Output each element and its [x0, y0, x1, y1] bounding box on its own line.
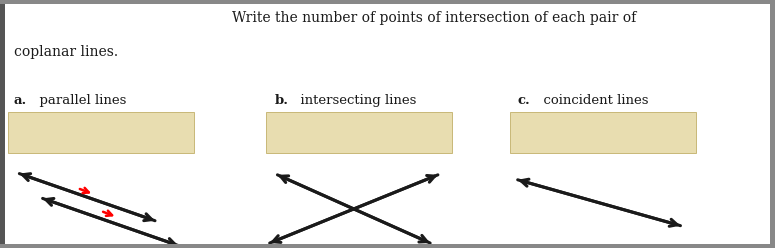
Bar	[770, 0, 775, 248]
Text: coplanar lines.: coplanar lines.	[14, 45, 118, 59]
Text: c.: c.	[518, 94, 530, 107]
Text: intersecting lines: intersecting lines	[292, 94, 416, 107]
Text: parallel lines: parallel lines	[31, 94, 126, 107]
Text: Write the number of points of intersection of each pair of: Write the number of points of intersecti…	[232, 11, 636, 25]
Bar	[0, 0, 5, 248]
Bar	[0, 244, 775, 248]
Bar	[266, 112, 452, 153]
Text: a.: a.	[14, 94, 27, 107]
Bar	[0, 0, 775, 4]
Text: coincident lines: coincident lines	[535, 94, 648, 107]
Bar	[510, 112, 696, 153]
Text: b.: b.	[275, 94, 289, 107]
Bar	[8, 112, 194, 153]
